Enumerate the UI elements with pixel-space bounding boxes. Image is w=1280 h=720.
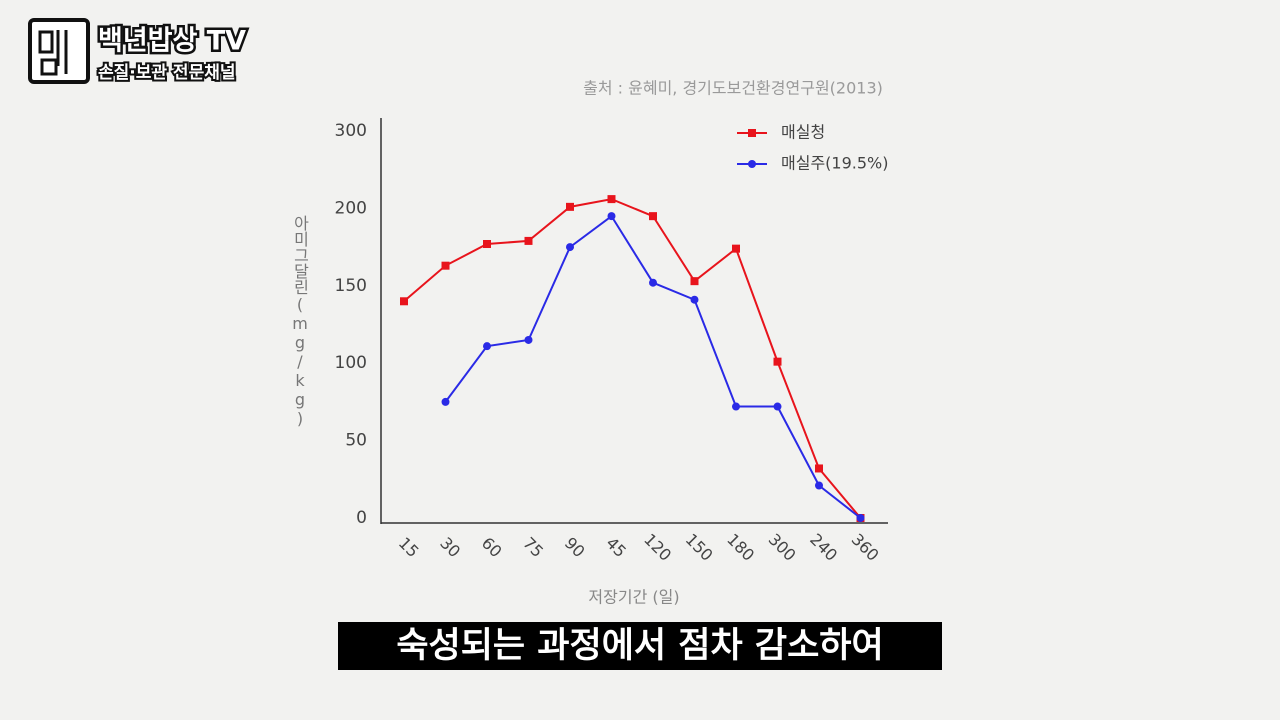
legend-marker xyxy=(748,160,756,168)
point xyxy=(483,342,491,351)
channel-tagline: 손질·보관 전문채널 xyxy=(98,62,236,83)
point xyxy=(815,464,823,473)
y-tick-label: 50 xyxy=(345,431,367,451)
legend-label: 매실주(19.5%) xyxy=(781,154,888,173)
point xyxy=(566,243,574,252)
point xyxy=(690,277,699,286)
point xyxy=(732,244,740,253)
point xyxy=(400,297,408,306)
legend-label: 매실청 xyxy=(781,123,825,142)
point xyxy=(732,402,740,411)
x-axis-label: 저장기간 (일) xyxy=(588,588,679,607)
caption-box xyxy=(338,622,942,670)
y-tick-label: 300 xyxy=(335,121,367,141)
point xyxy=(524,236,533,245)
y-tick-label: 0 xyxy=(356,508,367,528)
y-tick-label: 100 xyxy=(335,353,367,373)
point xyxy=(566,202,574,211)
source-note: 출처 : 윤혜미, 경기도보건환경연구원(2013) xyxy=(583,79,883,98)
point xyxy=(607,195,616,204)
series-line xyxy=(403,198,862,519)
caption: 숙성되는 과정에서 점차 감소하여 xyxy=(396,626,883,666)
y-tick-label: 150 xyxy=(335,276,367,296)
point xyxy=(607,212,616,221)
point xyxy=(649,278,657,287)
point xyxy=(441,261,450,270)
point xyxy=(483,240,491,249)
channel-name: 백년밥상 TV xyxy=(98,26,246,57)
point xyxy=(441,397,450,406)
legend-marker xyxy=(748,129,756,137)
y-axis-label: 아미그달린(mg/kg) xyxy=(291,215,310,428)
point xyxy=(856,514,865,522)
point xyxy=(649,212,657,221)
point xyxy=(773,402,782,411)
logo-glyphs xyxy=(38,30,68,76)
point xyxy=(815,481,823,490)
point xyxy=(773,357,782,366)
point xyxy=(524,335,533,344)
y-tick-label: 200 xyxy=(335,198,367,218)
point xyxy=(690,295,699,304)
